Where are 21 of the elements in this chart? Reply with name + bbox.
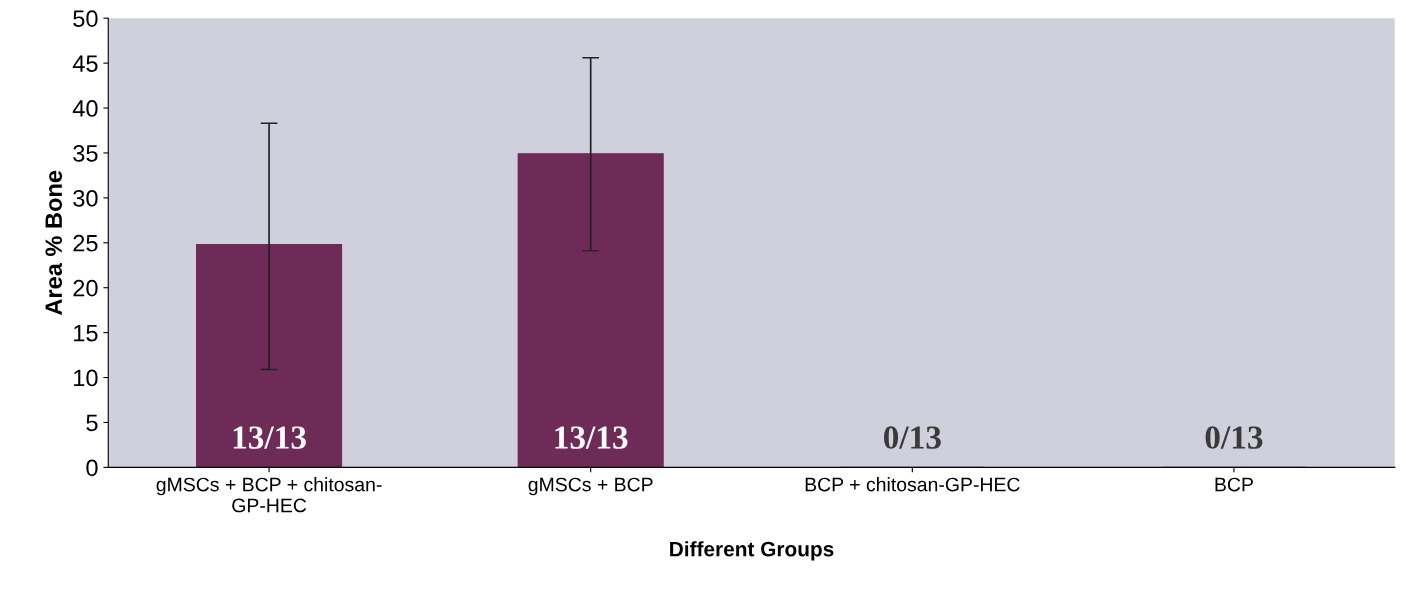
annotation: 0/13: [883, 426, 941, 449]
y-tick-label: 25: [73, 234, 98, 252]
y-tick-label: 35: [73, 145, 98, 162]
y-tick-label: 5: [86, 414, 98, 432]
y-axis-title: Area % Bone: [45, 170, 63, 316]
x-tick-label: gMSCs + BCP + chitosan- GP-HEC: [156, 477, 382, 513]
x-axis-title: Different Groups: [670, 541, 834, 561]
y-tick-label: 40: [72, 100, 98, 117]
y-tick-label: 45: [72, 55, 98, 72]
y-tick-label: 20: [73, 279, 98, 297]
annotation: 13/13: [233, 426, 306, 449]
x-tick-label: BCP + chitosan-GP-HEC: [805, 477, 1020, 492]
y-tick-label: 15: [74, 324, 98, 342]
y-tick-label: 30: [73, 189, 98, 207]
x-tick-label: gMSCs + BCP: [528, 477, 653, 496]
y-tick-label: 50: [73, 10, 98, 27]
y-tick-label: 0: [86, 459, 98, 477]
x-tick-label: BCP: [1215, 477, 1253, 492]
y-tick-label: 10: [74, 369, 98, 387]
annotation: 13/13: [555, 426, 628, 449]
annotation: 0/13: [1205, 426, 1263, 449]
